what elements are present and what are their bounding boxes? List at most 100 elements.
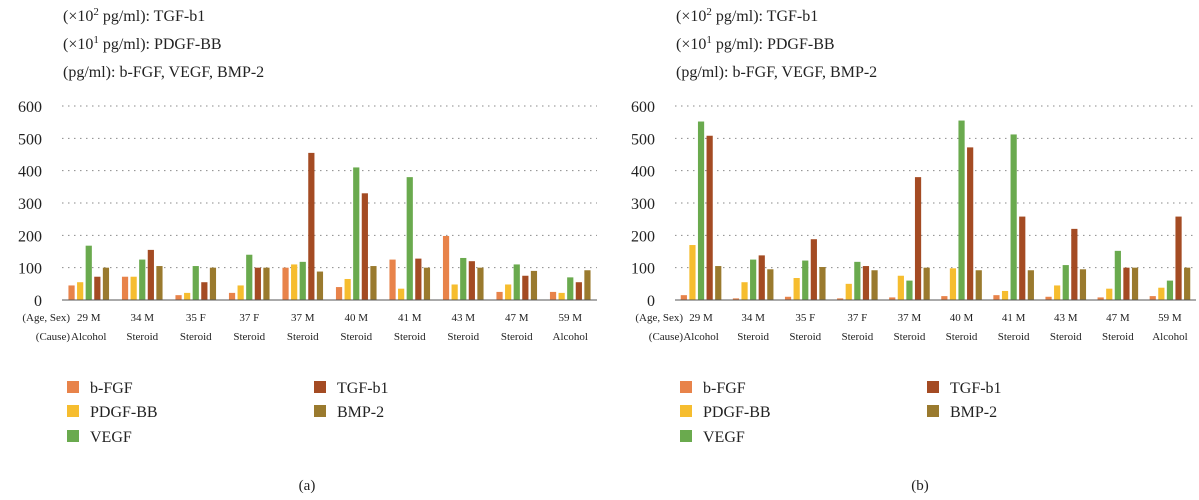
bar-vegf (750, 259, 757, 300)
bar-pdgf-bb (77, 282, 84, 300)
bar-pdgf-bb (344, 278, 351, 300)
unit-note: (×102 pg/ml): TGF-b1 (676, 6, 818, 25)
bar-pdgf-bb (291, 264, 298, 300)
bar-pdgf-bb (689, 245, 696, 300)
legend-swatch (67, 381, 79, 393)
legend-label: VEGF (90, 429, 132, 446)
bar-tgf-b1 (810, 239, 817, 300)
x-tick-label-age-sex: 59 M (1158, 312, 1182, 324)
row-label-cause: (Cause) (649, 331, 684, 343)
unit-note: (×101 pg/ml): PDGF-BB (63, 34, 222, 53)
bar-bmp-2 (156, 266, 163, 300)
bar-vegf (85, 245, 92, 300)
bar-bmp-2 (584, 270, 591, 300)
x-tick-label-cause: Steroid (1102, 331, 1134, 343)
bar-bmp-2 (923, 267, 930, 300)
x-tick-label-age-sex: 35 F (795, 312, 815, 324)
row-label-cause: (Cause) (36, 331, 71, 343)
bar-tgf-b1 (967, 147, 974, 300)
bar-bmp-2 (1184, 267, 1191, 300)
bar-b-fgf (496, 291, 503, 300)
x-tick-label-cause: Steroid (447, 331, 479, 343)
legend-label: TGF-b1 (950, 380, 1002, 397)
bar-vegf (246, 254, 253, 300)
x-tick-label-cause: Steroid (789, 331, 821, 343)
bar-tgf-b1 (254, 267, 261, 300)
bar-bmp-2 (423, 267, 431, 300)
legend-swatch (314, 381, 326, 393)
bar-bmp-2 (819, 267, 826, 300)
bar-vegf (1114, 250, 1121, 300)
bar-pdgf-bb (845, 283, 852, 300)
bar-b-fgf (941, 296, 948, 300)
x-tick-label-age-sex: 43 M (1054, 312, 1078, 324)
bar-b-fgf (121, 276, 129, 300)
bar-tgf-b1 (94, 276, 101, 300)
bar-bmp-2 (1131, 267, 1139, 300)
bar-tgf-b1 (201, 282, 208, 300)
legend-swatch (680, 430, 692, 442)
bar-b-fgf (680, 295, 687, 300)
bar-bmp-2 (477, 267, 484, 300)
bar-b-fgf (1149, 296, 1156, 300)
bar-vegf (854, 261, 861, 300)
chart-panel-1: (×102 pg/ml): TGF-b1 (×101 pg/ml): PDGF-B… (18, 6, 597, 494)
bar-tgf-b1 (147, 249, 154, 300)
x-tick-label-cause: Steroid (394, 331, 426, 343)
bar-vegf (513, 264, 520, 300)
bar-b-fgf (889, 297, 896, 300)
x-tick-label-cause: Steroid (1050, 331, 1082, 343)
y-tick-label: 100 (631, 261, 655, 278)
x-tick-label-cause: Steroid (946, 331, 978, 343)
bar-bmp-2 (715, 266, 722, 300)
y-tick-label: 600 (631, 99, 655, 116)
bar-tgf-b1 (1175, 216, 1182, 300)
panel-label: (a) (299, 478, 316, 494)
bar-bmp-2 (871, 270, 878, 300)
x-tick-label-cause: Alcohol (683, 331, 718, 343)
bar-tgf-b1 (914, 177, 922, 300)
bar-b-fgf (389, 259, 396, 300)
bar-vegf (460, 257, 467, 300)
legend-label: VEGF (703, 429, 745, 446)
x-tick-label-age-sex: 34 M (741, 312, 765, 324)
bar-b-fgf (993, 295, 1000, 300)
bar-vegf (353, 167, 360, 300)
bar-vegf (906, 280, 913, 300)
x-tick-label-cause: Alcohol (1152, 331, 1187, 343)
x-tick-label-age-sex: 43 M (451, 312, 475, 324)
bar-pdgf-bb (398, 288, 405, 300)
bar-pdgf-bb (741, 282, 748, 300)
bar-tgf-b1 (468, 261, 475, 300)
x-tick-label-cause: Steroid (737, 331, 769, 343)
y-tick-label: 0 (647, 293, 655, 310)
legend-label: TGF-b1 (337, 380, 389, 397)
bar-bmp-2 (975, 270, 982, 300)
bar-b-fgf (228, 292, 236, 300)
bar-b-fgf (1045, 296, 1052, 300)
bar-pdgf-bb (1158, 287, 1165, 300)
y-tick-label: 400 (18, 164, 42, 181)
bar-vegf (1010, 134, 1017, 300)
bar-tgf-b1 (575, 282, 582, 300)
bar-b-fgf (784, 296, 792, 300)
unit-note: (pg/ml): b-FGF, VEGF, BMP-2 (63, 64, 264, 81)
x-tick-label-cause: Alcohol (71, 331, 106, 343)
unit-note: (×101 pg/ml): PDGF-BB (676, 34, 835, 53)
legend-label: b-FGF (90, 380, 133, 397)
bar-b-fgf (335, 287, 343, 300)
legend-swatch (927, 405, 939, 417)
bar-pdgf-bb (1054, 285, 1061, 300)
legend-swatch (680, 381, 692, 393)
bar-b-fgf (68, 285, 75, 300)
bar-tgf-b1 (308, 152, 315, 300)
y-tick-label: 300 (18, 196, 42, 213)
bar-tgf-b1 (1071, 228, 1078, 300)
legend-label: BMP-2 (950, 404, 997, 421)
bar-vegf (406, 177, 413, 300)
bar-bmp-2 (263, 267, 270, 300)
legend-label: b-FGF (703, 380, 746, 397)
bar-pdgf-bb (130, 276, 137, 300)
bar-b-fgf (837, 298, 844, 300)
